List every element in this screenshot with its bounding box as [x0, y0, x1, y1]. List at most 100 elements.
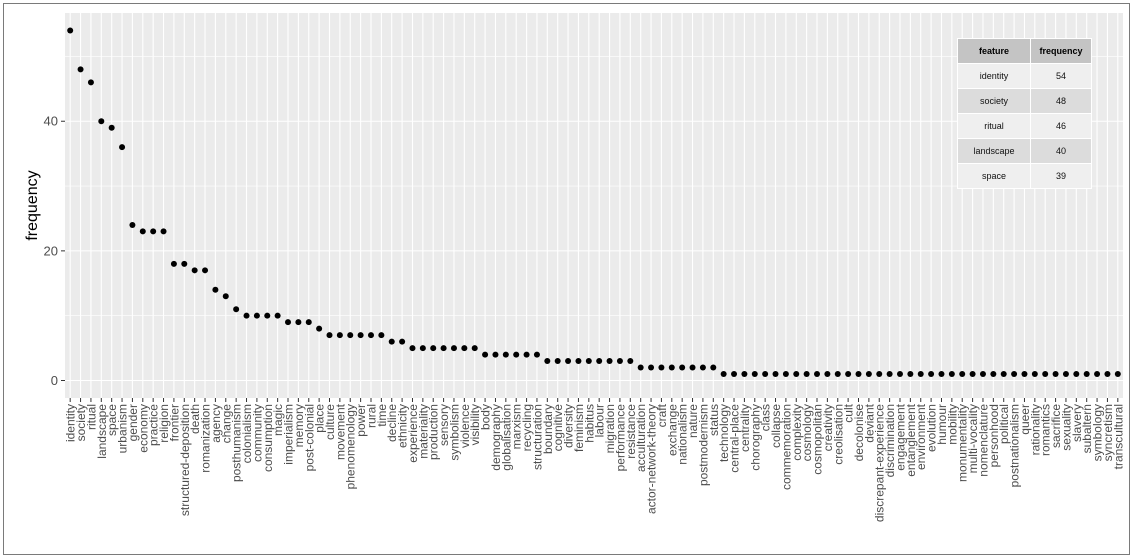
data-point [814, 371, 821, 378]
table-cell-frequency: 48 [1030, 88, 1092, 114]
x-tick-label: globalisation [499, 404, 513, 471]
table-cell-frequency: 40 [1030, 138, 1092, 164]
y-tick-label: 40 [44, 114, 58, 129]
x-tick-label: acculturation [634, 404, 648, 472]
x-tick-label: identity [64, 404, 78, 442]
x-tick-label: exchange [665, 404, 679, 456]
table-header-row: feature frequency [957, 38, 1092, 64]
x-tick-label: centrality [738, 404, 752, 452]
x-tick-label: class [759, 404, 773, 431]
data-point [274, 312, 281, 319]
data-point [855, 371, 862, 378]
data-point [575, 358, 582, 365]
data-point [430, 345, 437, 352]
data-point [336, 332, 343, 339]
data-point [565, 358, 572, 365]
x-tick-label: cosmology [800, 404, 814, 461]
y-tick-label: 20 [44, 243, 58, 258]
x-tick-label: magic [271, 404, 285, 436]
table-cell-feature: landscape [957, 138, 1031, 164]
data-point [357, 332, 364, 339]
data-point [482, 351, 489, 358]
table-row: landscape 40 [957, 138, 1092, 164]
table-cell-feature: identity [957, 63, 1031, 89]
table-row: society 48 [957, 88, 1092, 114]
data-point [295, 319, 302, 326]
x-axis: identitysocietyrituallandscapespaceurban… [64, 398, 1125, 522]
x-tick-label: experience [406, 404, 420, 463]
data-point [139, 228, 146, 235]
data-point [585, 358, 592, 365]
x-tick-label: mobility [945, 404, 959, 445]
top-features-table: feature frequency identity 54 society 48… [957, 38, 1092, 189]
data-point [1104, 371, 1111, 378]
x-tick-label: religion [157, 404, 171, 443]
x-tick-label: migration [603, 404, 617, 453]
x-tick-label: ethnicity [396, 404, 410, 448]
x-tick-label: urbanism [116, 404, 130, 453]
x-tick-label: phenomenology [344, 404, 358, 489]
data-point [305, 319, 312, 326]
x-tick-label: status [707, 404, 721, 436]
x-tick-label: romantics [1039, 404, 1053, 456]
x-tick-label: time [375, 404, 389, 427]
data-point [316, 325, 323, 332]
x-tick-label: slavery [1070, 404, 1084, 442]
data-point [834, 371, 841, 378]
data-point [824, 371, 831, 378]
data-point [782, 371, 789, 378]
major-gridlines [65, 13, 1123, 398]
x-tick-label: creativity [821, 404, 835, 451]
x-tick-label: decolonise [852, 404, 866, 462]
x-tick-label: nomenclature [976, 404, 990, 477]
data-point [108, 124, 115, 131]
x-tick-label: sacrifice [1049, 404, 1063, 448]
x-tick-label: queer [1018, 404, 1032, 435]
x-tick-label: symbolism [447, 404, 461, 461]
x-tick-label: movement [333, 403, 347, 460]
data-point [129, 221, 136, 228]
x-tick-label: postmodernism [696, 404, 710, 486]
data-point [253, 312, 260, 319]
data-point [1031, 371, 1038, 378]
data-point [668, 364, 675, 371]
data-point [1073, 371, 1080, 378]
x-tick-label: culture [323, 404, 337, 440]
data-point [98, 118, 105, 125]
data-point [471, 345, 478, 352]
x-tick-label: actor-network-theory [645, 404, 659, 514]
data-point [243, 312, 250, 319]
x-tick-label: environment [914, 403, 928, 470]
x-tick-label: chorography [748, 404, 762, 471]
data-point [1011, 371, 1018, 378]
x-tick-label: rural [364, 404, 378, 428]
data-point [181, 260, 188, 267]
x-tick-label: rationality [1028, 404, 1042, 455]
data-point [450, 345, 457, 352]
plot-panel [65, 13, 1123, 398]
data-point [119, 144, 126, 151]
x-tick-label: complexity [790, 404, 804, 461]
table-cell-feature: society [957, 88, 1031, 114]
table-header-frequency: frequency [1030, 38, 1092, 64]
x-tick-label: engagement [893, 403, 907, 470]
x-tick-label: gender [126, 404, 140, 441]
data-point [969, 371, 976, 378]
data-point [948, 371, 955, 378]
x-tick-label: labour [593, 404, 607, 437]
x-tick-label: structuration [530, 404, 544, 470]
x-tick-label: imperialism [282, 404, 296, 465]
x-tick-label: habitus [582, 404, 596, 443]
y-tick-label: 0 [51, 373, 58, 388]
data-point [419, 345, 426, 352]
x-tick-label: cosmopolitan [811, 404, 825, 475]
x-tick-label: humour [935, 404, 949, 445]
x-tick-label: community [250, 404, 264, 462]
x-tick-label: memory [292, 404, 306, 447]
data-point [627, 358, 634, 365]
data-point [1114, 371, 1121, 378]
table-cell-feature: space [957, 163, 1031, 189]
x-tick-label: syncretism [1101, 404, 1115, 461]
data-point [1083, 371, 1090, 378]
x-tick-label: craft [655, 403, 669, 427]
